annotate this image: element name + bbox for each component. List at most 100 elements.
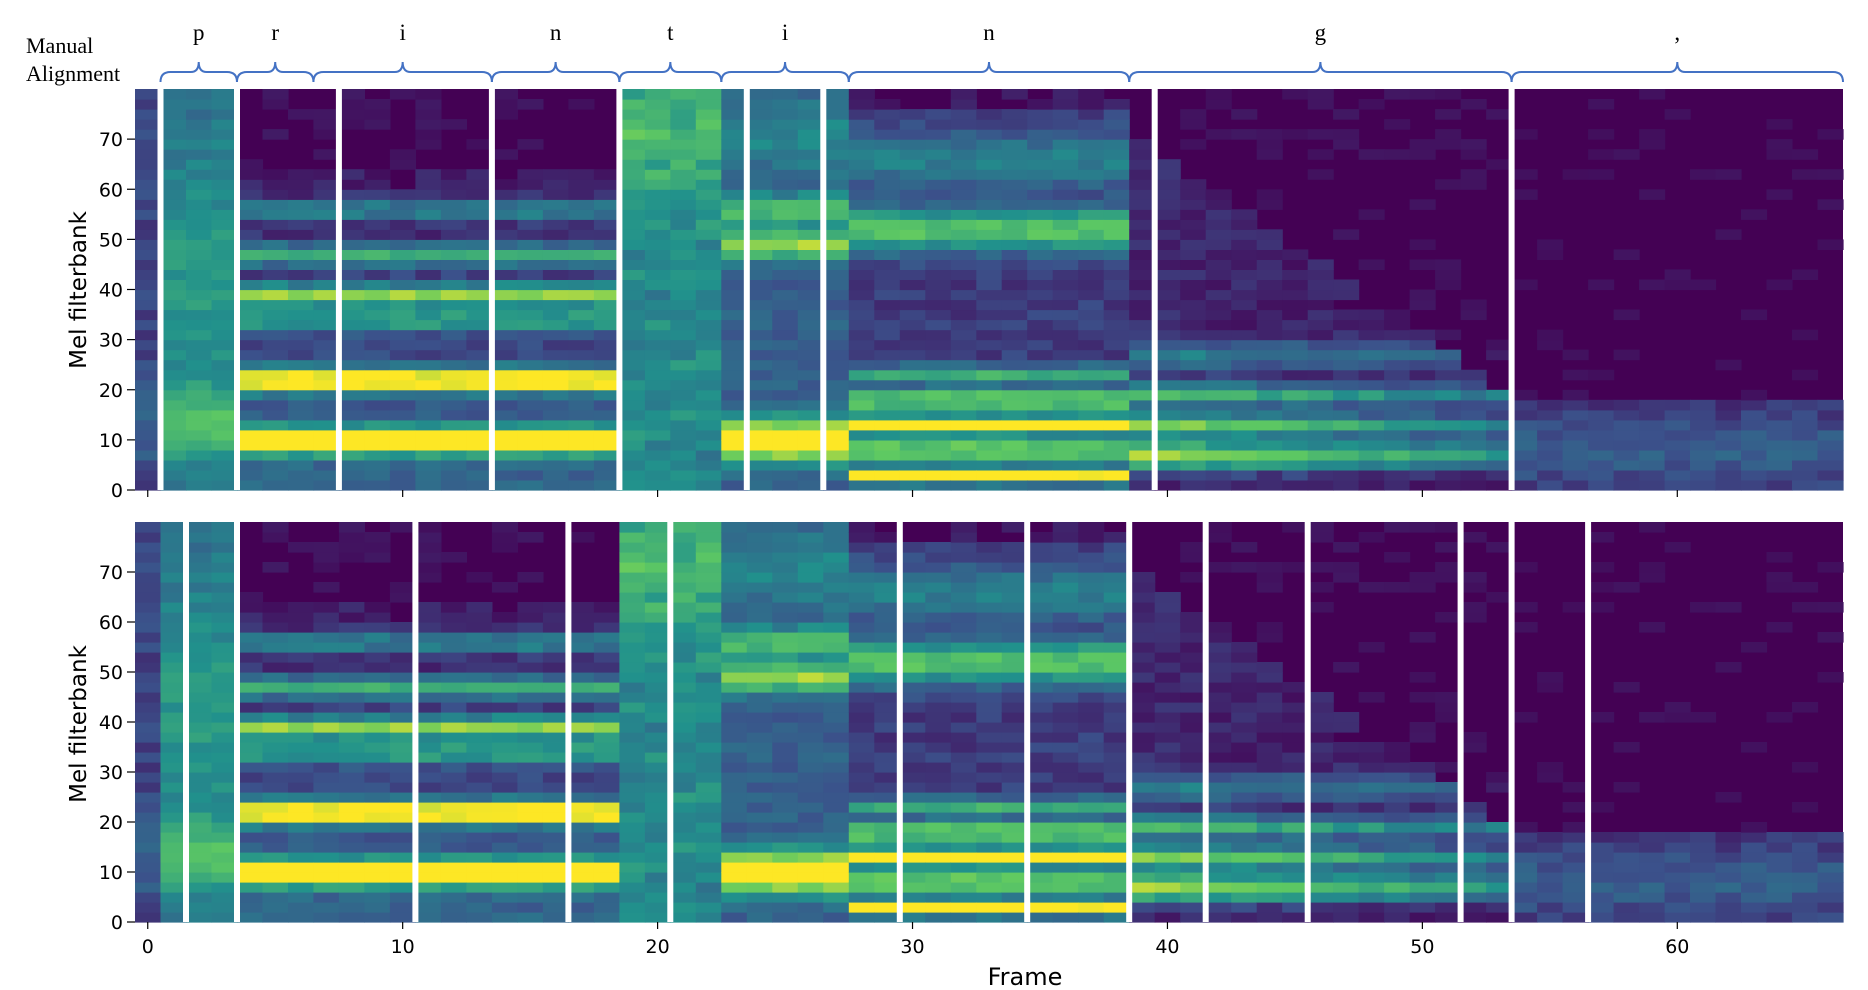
heatmap-cell [976,662,1003,673]
heatmap-cell [466,802,493,813]
heatmap-cell [1129,612,1156,623]
heatmap-cell [186,692,213,703]
heatmap-cell [1231,269,1258,280]
heatmap-cell [1231,672,1258,683]
heatmap-cell [1460,409,1487,421]
heatmap-cell [186,89,213,100]
heatmap-cell [568,632,595,643]
heatmap-cell [389,822,416,833]
heatmap-cell [1435,449,1462,461]
heatmap-cell [1027,219,1054,230]
heatmap-cell [823,419,850,431]
heatmap-cell [1639,439,1666,451]
heatmap-cell [389,419,416,431]
heatmap-cell [211,409,238,421]
heatmap-cell [440,752,467,763]
heatmap-cell [288,279,315,291]
heatmap-cell [1078,279,1105,291]
heatmap-cell [491,652,518,663]
heatmap-cell [1052,532,1079,543]
heatmap-cell [1588,459,1615,471]
heatmap-cell [874,480,901,491]
heatmap-cell [440,189,467,200]
heatmap-cell [1384,762,1411,773]
heatmap-cell [466,379,493,391]
heatmap-cell [389,782,416,793]
heatmap-cell [288,189,315,200]
heatmap-cell [517,802,544,813]
heatmap-cell [797,782,824,793]
heatmap-cell [542,269,569,280]
heatmap-cell [364,480,391,491]
heatmap-cell [389,642,416,653]
heatmap-cell [517,239,544,250]
heatmap-cell [976,459,1003,471]
heatmap-cell [466,289,493,301]
heatmap-cell [1231,379,1258,391]
heatmap-cell [1460,399,1487,411]
heatmap-cell [1001,772,1028,783]
heatmap-cell [1180,632,1207,643]
heatmap-cell [1154,732,1181,743]
heatmap-cell [619,379,646,391]
heatmap-cell [976,239,1003,250]
heatmap-cell [1205,702,1232,713]
heatmap-cell [568,622,595,633]
heatmap-cell [1078,359,1105,371]
heatmap-cell [1409,762,1436,773]
heatmap-cell [186,109,213,120]
heatmap-cell [925,319,952,331]
heatmap-cell [313,459,340,471]
heatmap-cell [262,269,289,280]
heatmap-cell [313,842,340,853]
heatmap-cell [1766,882,1793,893]
heatmap-cell [517,722,544,733]
heatmap-cell [976,339,1003,351]
heatmap-cell [1129,692,1156,703]
heatmap-cell [1715,882,1742,893]
heatmap-cell [288,179,315,190]
heatmap-cell [823,429,850,441]
heatmap-cell [211,522,238,533]
heatmap-cell [772,742,799,753]
x-tick-label: 30 [900,936,924,958]
heatmap-cell [644,439,671,451]
heatmap-cell [237,309,264,321]
heatmap-cell [823,169,850,180]
heatmap-cell [823,872,850,883]
heatmap-cell [364,882,391,893]
heatmap-cell [772,149,799,160]
heatmap-cell [1537,672,1564,683]
heatmap-cell [262,522,289,533]
heatmap-cell [1664,902,1691,913]
heatmap-cell [874,732,901,743]
heatmap-cell [823,399,850,411]
heatmap-cell [135,209,162,220]
heatmap-cell [491,832,518,843]
heatmap-cell [186,429,213,441]
heatmap-cell [823,279,850,291]
heatmap-cell [797,582,824,593]
heatmap-cell [415,762,442,773]
heatmap-cell [1486,902,1513,913]
heatmap-cell [466,269,493,280]
heatmap-cell [925,652,952,663]
heatmap-cell [1129,189,1156,200]
heatmap-cell [1129,369,1156,381]
heatmap-cell [721,429,748,441]
heatmap-cell [797,309,824,321]
heatmap-cell [568,339,595,351]
heatmap-cell [619,139,646,150]
heatmap-cell [1282,702,1309,713]
heatmap-cell [644,419,671,431]
heatmap-cell [1715,862,1742,873]
x-tick-label: 0 [142,936,154,958]
heatmap-cell [415,532,442,543]
heatmap-cell [1409,842,1436,853]
heatmap-cell [746,139,773,150]
heatmap-cell [288,319,315,331]
heatmap-cell [568,602,595,613]
heatmap-cell [823,329,850,341]
heatmap-cell [1154,742,1181,753]
heatmap-cell [1460,532,1487,543]
